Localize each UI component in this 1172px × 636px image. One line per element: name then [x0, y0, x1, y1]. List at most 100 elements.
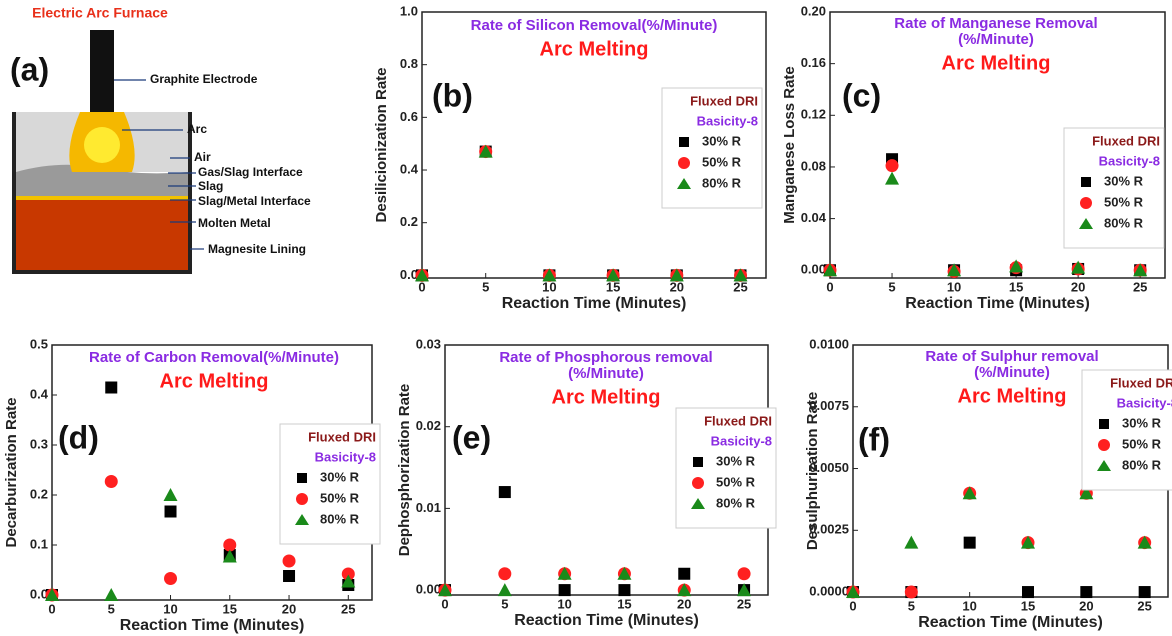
legend-label: 80% R: [1104, 215, 1144, 230]
panel-label: (a): [10, 51, 49, 87]
x-tick-label: 0: [418, 279, 425, 294]
x-tick-label: 20: [670, 279, 684, 294]
legend-marker: [1098, 439, 1110, 451]
plot-frame: [421, 11, 767, 279]
legend-marker: [1080, 197, 1092, 209]
chart-subtitle: Arc Melting: [958, 385, 1067, 407]
y-tick-label: 0.03: [416, 336, 441, 351]
legend-label: 30% R: [702, 133, 742, 148]
legend-title: Basicity-8: [1117, 395, 1172, 410]
y-tick-label: 0.6: [400, 109, 418, 124]
marker: [45, 588, 59, 601]
marker: [282, 554, 296, 568]
marker: [497, 583, 512, 597]
chart-subtitle: Arc Melting: [540, 38, 649, 60]
marker: [1079, 486, 1094, 500]
marker: [1071, 260, 1086, 274]
y-axis-label: Decarburization Rate: [3, 397, 20, 547]
legend-marker: [295, 514, 309, 525]
marker: [1022, 586, 1034, 599]
chart-title: Rate of Sulphur removal: [925, 348, 1098, 365]
x-tick-label: 5: [908, 598, 915, 613]
legend-label: 30% R: [1122, 415, 1162, 430]
x-tick-label: 10: [947, 279, 961, 294]
marker: [823, 263, 837, 277]
chart-title: (%/Minute): [958, 31, 1034, 48]
legend-marker: [678, 157, 690, 169]
legend-marker: [691, 498, 705, 509]
legend-marker: [1097, 460, 1111, 471]
legend: Fluxed DRI Basicity-8 30% R 50% R 80% R: [1081, 369, 1172, 491]
legend-title: Basicity-8: [711, 433, 772, 448]
part-label: Slag: [198, 179, 223, 193]
marker: [104, 475, 118, 488]
chart: 0 5 10 15 20 25 0.0 0.1 0.2 0.3 0.4 0.5 Reaction Tim…: [3, 336, 381, 634]
y-tick-label: 0.04: [801, 210, 827, 225]
chart-subtitle: Arc Melting: [160, 370, 269, 392]
marker: [104, 588, 119, 601]
x-tick-label: 0: [826, 279, 833, 294]
y-tick-label: 0.0000: [809, 583, 849, 598]
marker: [737, 567, 751, 581]
marker: [904, 535, 919, 549]
y-tick-label: 0.2: [400, 214, 418, 229]
marker: [222, 549, 237, 563]
legend-marker: [296, 493, 308, 505]
marker: [558, 584, 571, 597]
legend-label: 30% R: [320, 469, 360, 484]
marker: [163, 488, 178, 501]
legend-label: 50% R: [320, 490, 360, 505]
slag-metal-interface: [16, 196, 188, 200]
legend-label: 50% R: [716, 474, 756, 489]
x-tick-label: 20: [1079, 598, 1093, 613]
chart-subtitle: Arc Melting: [942, 52, 1051, 74]
marker: [557, 566, 572, 580]
x-tick-label: 25: [733, 279, 747, 294]
legend-title: Fluxed DRI: [704, 413, 772, 428]
legend: Fluxed DRI Basicity-8 30% R 50% R 80% R: [675, 407, 777, 529]
legend-title: Fluxed DRI: [1092, 133, 1160, 148]
legend-marker: [692, 477, 704, 489]
legend-label: 50% R: [702, 154, 742, 169]
x-tick-label: 25: [737, 596, 751, 611]
y-tick-label: 0.4: [400, 161, 419, 176]
legend-title: Basicity-8: [1099, 153, 1160, 168]
marker: [677, 583, 692, 597]
x-tick-label: 20: [282, 601, 296, 616]
y-tick-label: 0.16: [801, 55, 826, 70]
panel-label: (d): [58, 419, 99, 455]
legend-title: Fluxed DRI: [308, 429, 376, 444]
molten-metal: [16, 200, 188, 270]
marker: [341, 567, 355, 581]
marker: [678, 567, 691, 580]
marker: [498, 567, 512, 581]
chart-title: (%/Minute): [568, 365, 644, 382]
x-tick-label: 15: [617, 596, 631, 611]
marker: [733, 268, 748, 282]
chart-title: Rate of Phosphorous removal: [499, 349, 712, 366]
y-tick-label: 0.0075: [809, 398, 849, 413]
marker: [904, 585, 918, 599]
x-axis-label: Reaction Time (Minutes): [502, 295, 687, 312]
legend-marker: [1099, 419, 1109, 429]
panel-label: (f): [858, 421, 890, 457]
chart-title: (%/Minute): [974, 364, 1050, 381]
marker: [1133, 263, 1148, 277]
chart-title: Rate of Silicon Removal(%/Minute): [471, 17, 718, 34]
y-tick-label: 0.02: [416, 418, 441, 433]
y-axis-label: Manganese Loss Rate: [781, 66, 798, 224]
marker: [438, 583, 452, 597]
x-tick-label: 15: [223, 601, 237, 616]
y-tick-label: 0.4: [30, 386, 49, 401]
pointers: [114, 79, 204, 250]
marker: [737, 583, 752, 597]
part-label: Air: [194, 150, 211, 164]
x-axis-label: Reaction Time (Minutes): [918, 614, 1103, 631]
legend-label: 30% R: [716, 453, 756, 468]
chart: 0 5 10 15 20 25 0.0000 0.0025 0.0050 0.0075 0.0100…: [804, 336, 1172, 631]
y-axis-label: Desilicionization Rate: [373, 67, 390, 222]
x-tick-label: 15: [1009, 279, 1023, 294]
marker: [885, 159, 899, 173]
marker: [963, 536, 976, 549]
marker: [846, 585, 860, 599]
